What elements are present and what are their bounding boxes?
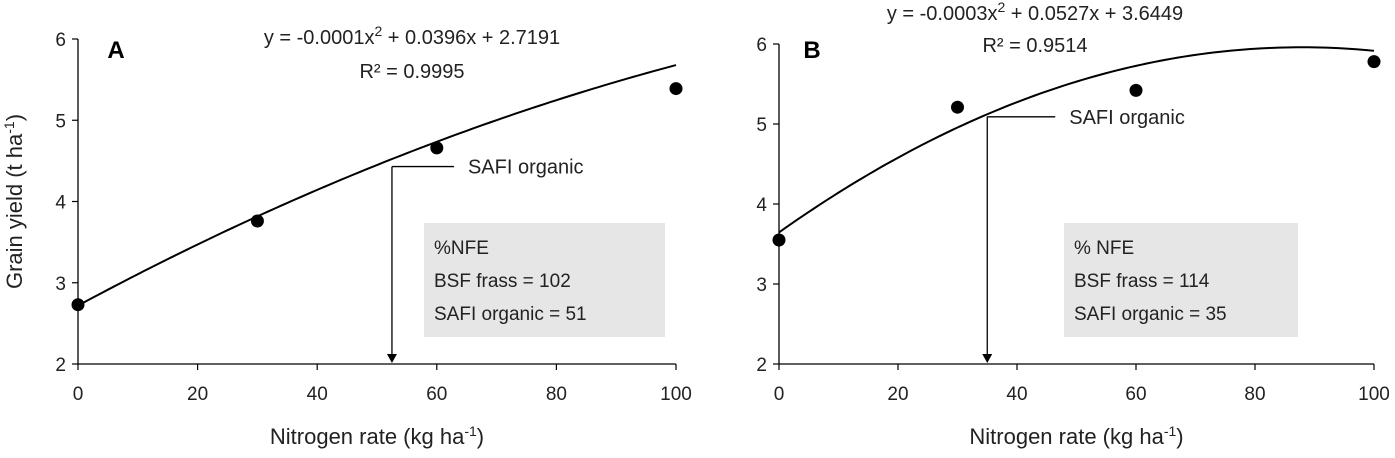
x-tick-label: 0 — [774, 384, 785, 405]
x-tick-label: 60 — [426, 384, 447, 405]
nfe-box-line: SAFI organic = 35 — [1074, 304, 1227, 325]
y-tick-label: 6 — [756, 35, 767, 56]
annotation-label: SAFI organic — [468, 157, 584, 179]
x-tick-label: 80 — [546, 384, 567, 405]
annotation-arrowhead — [982, 354, 993, 363]
y-tick-label: 3 — [55, 274, 66, 295]
x-tick-label: 40 — [307, 384, 328, 405]
panel-label: A — [107, 37, 124, 64]
y-tick-label: 4 — [55, 193, 66, 214]
annotation-label: SAFI organic — [1069, 107, 1185, 129]
y-tick-label: 4 — [756, 195, 767, 216]
data-point — [669, 82, 683, 96]
x-tick-label: 40 — [1006, 384, 1027, 405]
data-point — [1367, 55, 1381, 69]
x-tick-label: 20 — [187, 384, 208, 405]
nfe-box-line: SAFI organic = 51 — [434, 304, 587, 325]
x-axis-title: Nitrogen rate (kg ha-1) — [270, 423, 484, 449]
regression-equation: y = -0.0003x2 + 0.0527x + 3.6449 — [887, 0, 1183, 25]
nfe-box-line: %NFE — [434, 238, 489, 259]
nfe-info-box — [1064, 223, 1298, 337]
y-tick-label: 2 — [756, 355, 767, 376]
x-tick-label: 0 — [73, 384, 84, 405]
x-tick-label: 80 — [1244, 384, 1265, 405]
annotation-arrowhead — [386, 354, 397, 363]
x-tick-label: 20 — [887, 384, 908, 405]
nfe-info-box — [424, 223, 665, 337]
fit-curve — [77, 64, 677, 307]
y-tick-label: 2 — [55, 355, 66, 376]
data-point — [71, 298, 85, 312]
nfe-box-line: BSF frass = 102 — [434, 271, 571, 292]
data-point — [772, 233, 786, 247]
regression-equation: y = -0.0001x2 + 0.0396x + 2.7191 — [264, 23, 560, 49]
x-tick-label: 60 — [1125, 384, 1146, 405]
panel-label: B — [803, 37, 820, 64]
data-point — [250, 214, 264, 228]
x-axis-title: Nitrogen rate (kg ha-1) — [969, 423, 1183, 449]
y-tick-label: 6 — [55, 30, 66, 51]
y-axis-title: Grain yield (t ha-1) — [1, 114, 27, 289]
x-tick-label: 100 — [1358, 384, 1390, 405]
data-point — [951, 100, 964, 114]
data-point — [1129, 83, 1143, 97]
nfe-box-line: BSF frass = 114 — [1074, 271, 1210, 292]
y-tick-label: 5 — [756, 115, 767, 136]
fit-curve — [778, 46, 1375, 234]
r-squared: R² = 0.9514 — [982, 35, 1087, 57]
data-point — [430, 141, 444, 155]
x-tick-label: 100 — [660, 384, 692, 405]
r-squared: R² = 0.9995 — [359, 61, 464, 83]
nfe-box-line: % NFE — [1074, 238, 1134, 259]
y-tick-label: 5 — [55, 111, 66, 132]
y-tick-label: 3 — [756, 275, 767, 296]
